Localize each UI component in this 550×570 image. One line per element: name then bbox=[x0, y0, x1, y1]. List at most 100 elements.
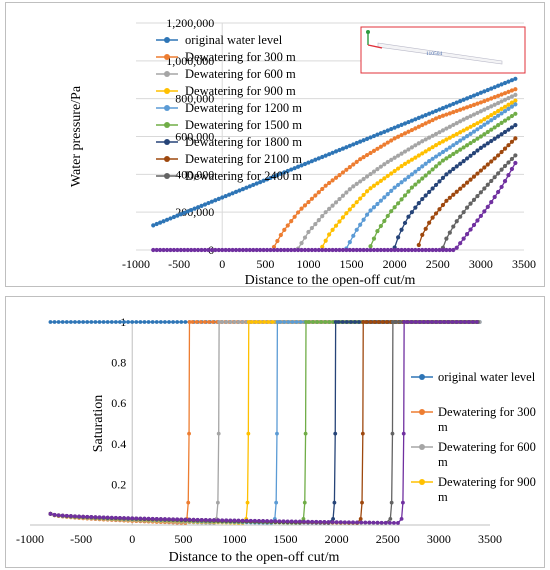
data-point bbox=[402, 247, 408, 253]
data-point bbox=[444, 147, 449, 152]
data-point bbox=[385, 247, 390, 253]
data-point bbox=[376, 320, 381, 324]
data-point bbox=[323, 210, 328, 215]
data-point bbox=[406, 174, 411, 180]
data-point bbox=[142, 516, 147, 521]
data-point bbox=[227, 247, 232, 253]
data-point bbox=[475, 193, 480, 199]
data-point bbox=[423, 149, 428, 154]
data-point bbox=[399, 247, 404, 253]
data-point bbox=[433, 320, 438, 324]
legend-marker bbox=[419, 444, 425, 450]
data-point bbox=[499, 132, 504, 137]
data-point bbox=[437, 130, 442, 135]
data-point bbox=[371, 520, 376, 525]
data-point bbox=[499, 82, 504, 87]
data-point bbox=[323, 247, 328, 253]
data-point bbox=[461, 145, 466, 150]
data-point bbox=[454, 219, 459, 224]
data-point bbox=[475, 218, 480, 223]
data-point bbox=[482, 89, 487, 94]
data-point bbox=[444, 156, 449, 161]
data-point bbox=[402, 121, 408, 126]
data-point bbox=[297, 519, 302, 524]
x-axis-title: Distance to the open-off cut/m bbox=[245, 273, 416, 286]
data-point bbox=[396, 201, 401, 206]
legend: original water level Dewatering for 300 m… bbox=[156, 33, 302, 183]
data-point bbox=[333, 247, 339, 253]
data-point bbox=[344, 211, 349, 216]
data-point bbox=[252, 518, 257, 523]
series-unlabeled bbox=[151, 160, 518, 253]
data-point bbox=[295, 247, 301, 253]
data-point bbox=[478, 90, 483, 95]
legend-label: Dewatering for 300 m bbox=[438, 405, 536, 434]
data-point bbox=[354, 200, 359, 205]
data-point bbox=[371, 169, 377, 174]
inset-label: 110504 bbox=[426, 51, 443, 57]
data-point bbox=[475, 101, 480, 106]
data-point bbox=[509, 78, 515, 83]
data-point bbox=[420, 122, 425, 128]
data-point bbox=[347, 165, 352, 170]
data-point bbox=[392, 125, 397, 130]
data-point bbox=[478, 213, 483, 219]
data-point bbox=[285, 519, 290, 524]
data-point bbox=[56, 513, 61, 518]
series-line bbox=[50, 321, 477, 524]
data-point bbox=[485, 115, 490, 120]
data-point bbox=[454, 131, 459, 137]
data-point bbox=[482, 132, 487, 137]
data-point bbox=[382, 218, 387, 224]
data-point bbox=[271, 247, 277, 253]
x-tick-label: -500 bbox=[168, 257, 190, 271]
data-point bbox=[244, 185, 249, 190]
data-point bbox=[433, 108, 439, 114]
data-point bbox=[337, 219, 342, 224]
data-point bbox=[323, 320, 328, 324]
data-point bbox=[423, 226, 428, 231]
legend-marker bbox=[164, 88, 170, 94]
data-point bbox=[254, 181, 259, 186]
data-point bbox=[359, 520, 364, 525]
saturation-chart: 0.20.40.60.81-1000-500050010001500200025… bbox=[16, 315, 536, 565]
data-point bbox=[299, 247, 304, 253]
data-point bbox=[378, 131, 383, 136]
data-point bbox=[447, 135, 452, 140]
data-point bbox=[444, 137, 449, 142]
data-point bbox=[364, 212, 370, 217]
data-point bbox=[371, 236, 377, 241]
data-point bbox=[513, 111, 518, 116]
data-point bbox=[171, 517, 176, 522]
data-point bbox=[389, 126, 394, 132]
series-line bbox=[50, 321, 477, 524]
inset-x-axis-arrow bbox=[367, 44, 383, 49]
data-point bbox=[195, 517, 200, 522]
data-point bbox=[206, 247, 211, 253]
data-point bbox=[64, 513, 69, 518]
data-point bbox=[482, 186, 487, 191]
data-point bbox=[277, 519, 282, 524]
data-point bbox=[382, 176, 387, 181]
data-point bbox=[354, 159, 359, 164]
data-point bbox=[344, 190, 349, 195]
data-point bbox=[333, 175, 339, 180]
data-point bbox=[212, 518, 216, 522]
data-point bbox=[48, 320, 53, 324]
data-point bbox=[60, 513, 65, 518]
data-point bbox=[187, 431, 191, 436]
data-point bbox=[198, 320, 203, 324]
data-point bbox=[240, 320, 245, 324]
data-point bbox=[406, 119, 411, 125]
data-point bbox=[361, 176, 366, 182]
data-point bbox=[464, 180, 470, 185]
data-point bbox=[327, 152, 332, 157]
data-point bbox=[179, 320, 184, 324]
data-point bbox=[475, 148, 480, 153]
legend-marker bbox=[164, 122, 170, 128]
data-point bbox=[333, 200, 339, 205]
data-point bbox=[440, 175, 446, 180]
data-point bbox=[513, 92, 518, 97]
data-point bbox=[208, 518, 212, 522]
data-point bbox=[340, 170, 346, 175]
